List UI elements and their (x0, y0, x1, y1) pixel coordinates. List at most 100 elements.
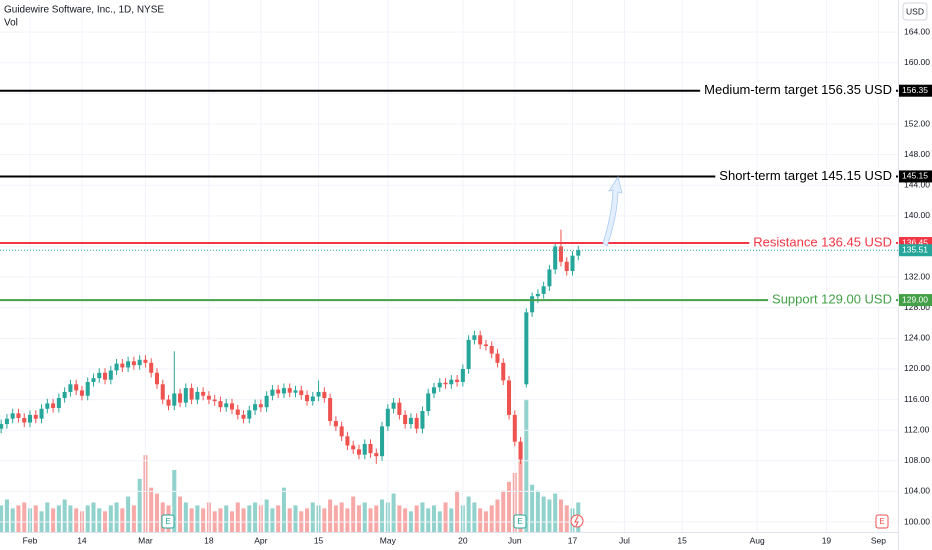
currency-box[interactable] (902, 2, 928, 21)
volume-bar (380, 499, 385, 532)
level-tag-label: 136.45 (902, 237, 928, 247)
candle-body (535, 293, 540, 297)
candle-body (472, 335, 477, 340)
candle-body (322, 391, 327, 399)
level-label: Short-term target 145.15 USD (719, 168, 892, 183)
volume-bar (45, 502, 50, 532)
candle-body (328, 398, 333, 422)
candle-body (356, 449, 361, 455)
volume-bar (16, 505, 21, 532)
volume-bar (287, 508, 292, 532)
candle-body (241, 414, 246, 419)
candle-body (0, 424, 4, 429)
volume-bar (62, 499, 67, 532)
volume-bar (345, 508, 350, 532)
candle-body (460, 368, 465, 382)
candle-body (507, 380, 512, 415)
volume-bar (264, 499, 269, 532)
svg-text:E: E (517, 517, 522, 526)
volume-bar (85, 505, 90, 532)
candle-body (97, 372, 102, 379)
x-tick-label: 15 (677, 535, 687, 545)
level-tag (899, 84, 932, 97)
candle-body (264, 395, 269, 408)
y-tick-label: 128.00 (904, 302, 930, 312)
candle-body (305, 394, 310, 402)
candle-body (374, 453, 379, 457)
volume-bar (68, 505, 73, 532)
volume-bar (56, 505, 61, 532)
volume-label: Vol (4, 18, 18, 29)
x-tick-label: Aug (750, 535, 765, 545)
volume-bar (131, 505, 136, 532)
candle-body (91, 378, 96, 382)
level-label-bg (749, 234, 896, 250)
earnings-icon: E (513, 514, 527, 529)
candle-body (51, 403, 56, 408)
x-tick-label: 18 (204, 535, 214, 545)
candle-body (149, 362, 154, 373)
volume-bar (149, 487, 154, 532)
candle-body (166, 399, 171, 406)
volume-bar (183, 502, 188, 532)
level-tag-label: 145.15 (902, 171, 928, 181)
volume-bar (455, 490, 460, 532)
volume-bar (22, 502, 27, 532)
volume-bar (524, 399, 529, 532)
x-tick-label: May (380, 535, 397, 545)
candle-body (558, 246, 563, 262)
level-tag-label: 129.00 (902, 294, 928, 304)
volume-bar (276, 505, 281, 532)
x-tick-label: Sep (871, 535, 886, 545)
y-tick-label: 120.00 (904, 363, 930, 373)
volume-bar (547, 499, 552, 532)
candle-body (68, 384, 73, 392)
x-tick-label: Feb (23, 535, 38, 545)
candle-body (62, 391, 67, 399)
candle-body (178, 393, 183, 403)
volume-bar (420, 502, 425, 532)
candle-body (74, 384, 79, 391)
volume-bar (270, 508, 275, 532)
level-tag (899, 294, 932, 307)
axes: 100.00 104.00 108.00 112.00 116.00 120.00 124.… (23, 26, 932, 545)
volume-bar (351, 496, 356, 532)
volume-bar (541, 496, 546, 532)
volume-bar (501, 490, 506, 532)
y-tick-label: 108.00 (904, 455, 930, 465)
volume-bar (0, 505, 4, 532)
x-tick-label: 17 (568, 535, 578, 545)
y-tick-label: 160.00 (904, 57, 930, 67)
candle-body (576, 250, 581, 256)
candle-body (310, 396, 315, 402)
candle-body (501, 362, 506, 381)
candle-body (437, 382, 442, 388)
x-tick-label: Apr (254, 535, 267, 545)
volume-bar (530, 484, 535, 532)
candle-body (443, 382, 448, 385)
volume-bar (108, 505, 113, 532)
candle-body (391, 402, 396, 409)
volume-bar (374, 505, 379, 532)
volume-bar (305, 508, 310, 532)
volume-bar (4, 499, 9, 532)
candle-body (345, 436, 350, 446)
last-price-tag (899, 244, 932, 257)
volume-bar (472, 502, 477, 532)
x-tick-label: Jul (619, 535, 630, 545)
volume-bar (564, 505, 569, 532)
level-tag-label: 156.35 (902, 85, 928, 95)
chart-title: Guidewire Software, Inc., 1D, NYSE (4, 5, 164, 16)
volume-bar (328, 499, 333, 532)
volume-bar (362, 502, 367, 532)
volume-bar (154, 493, 159, 532)
candle-body (22, 417, 27, 423)
volume-bar (322, 508, 327, 532)
volume-bar (178, 496, 183, 532)
candle-body (518, 441, 523, 460)
volume-bar (218, 508, 223, 532)
currency-label: USD (906, 6, 924, 16)
volume-bar (224, 505, 229, 532)
earnings-icon: E (875, 514, 889, 529)
candle-body (154, 372, 159, 385)
